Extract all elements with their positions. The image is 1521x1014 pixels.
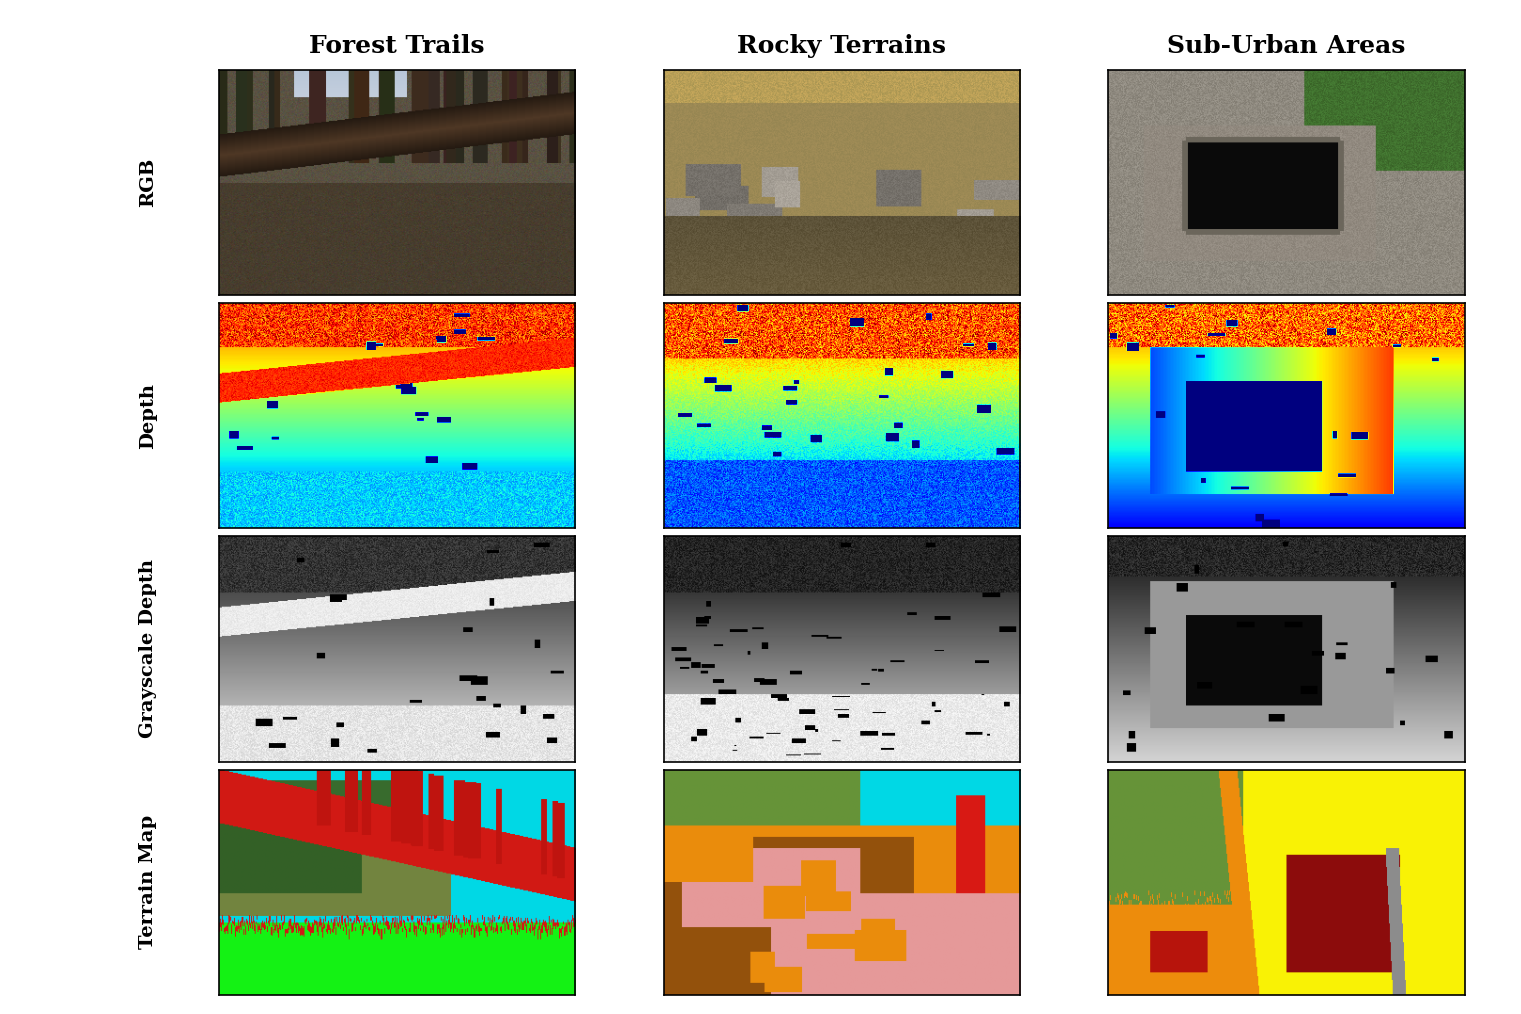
Text: Sub-Urban Areas: Sub-Urban Areas (1167, 33, 1405, 58)
Text: Forest Trails: Forest Trails (309, 33, 485, 58)
Text: Terrain Map: Terrain Map (138, 815, 157, 949)
Text: Rocky Terrains: Rocky Terrains (738, 33, 946, 58)
Text: Depth: Depth (138, 382, 157, 449)
Text: RGB: RGB (138, 158, 157, 207)
Text: Grayscale Depth: Grayscale Depth (138, 560, 157, 738)
